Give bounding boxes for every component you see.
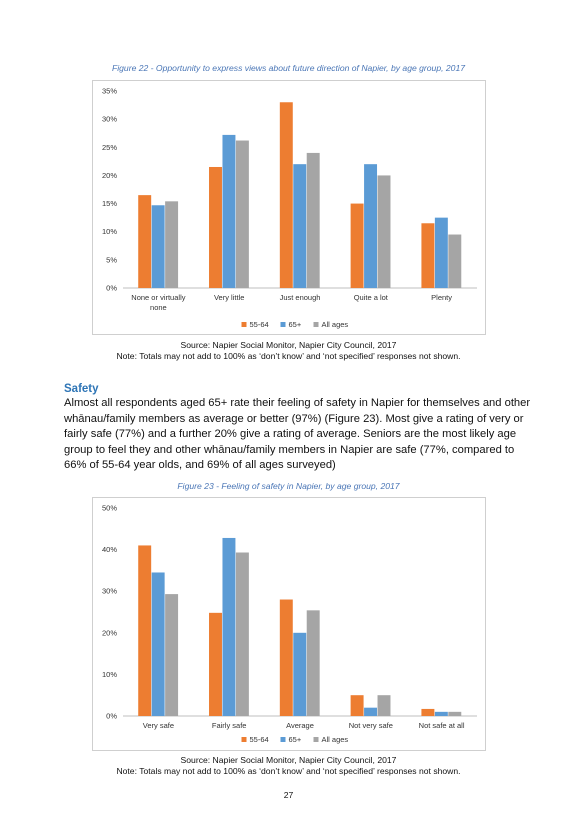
legend-swatch xyxy=(313,737,319,742)
bar xyxy=(377,175,391,288)
y-tick-label: 35% xyxy=(102,87,117,96)
legend-swatch xyxy=(280,322,286,327)
bar xyxy=(235,140,249,288)
y-tick-label: 30% xyxy=(102,587,117,596)
figure-23-source: Source: Napier Social Monitor, Napier Ci… xyxy=(180,755,397,765)
bar xyxy=(138,195,152,288)
figure-23-caption: Figure 23 - Feeling of safety in Napier,… xyxy=(177,481,400,491)
x-tick-label: Average xyxy=(286,721,314,730)
bar xyxy=(377,695,391,716)
bar xyxy=(165,594,179,716)
x-tick-label: None or virtually xyxy=(131,293,185,302)
bar xyxy=(293,164,307,288)
legend-label: 55-64 xyxy=(250,320,269,329)
y-tick-label: 10% xyxy=(102,670,117,679)
bar xyxy=(209,166,222,288)
bar xyxy=(434,217,448,288)
y-tick-label: 10% xyxy=(102,227,117,236)
bar xyxy=(222,134,236,288)
x-tick-label: Fairly safe xyxy=(212,721,247,730)
bar xyxy=(421,223,435,288)
bar xyxy=(448,234,462,288)
y-tick-label: 0% xyxy=(106,284,117,293)
y-tick-label: 50% xyxy=(102,504,117,513)
y-tick-label: 5% xyxy=(106,255,117,264)
bar xyxy=(293,632,307,716)
section-heading-safety: Safety xyxy=(64,383,99,395)
figure-23-svg: 0% 10% 20% 30% 40% 50% Very safe Fairly safe Ave… xyxy=(102,504,477,744)
legend-label: 65+ xyxy=(289,735,302,744)
bar xyxy=(364,164,378,288)
bar xyxy=(279,102,293,288)
legend-swatch xyxy=(313,322,319,327)
figure-23-chart: 0% 10% 20% 30% 40% 50% Very safe Fairly safe Ave… xyxy=(92,497,486,751)
bar xyxy=(222,537,236,716)
figure-22-svg: 0% 5% 10% 15% 20% 25% 30% 35% None or virtuallyn… xyxy=(102,87,477,329)
safety-paragraph: Almost all respondents aged 65+ rate the… xyxy=(64,397,531,471)
bar xyxy=(151,572,165,716)
legend-label: All ages xyxy=(322,320,349,329)
y-tick-label: 15% xyxy=(102,199,117,208)
legend-label: 65+ xyxy=(289,320,302,329)
bar xyxy=(151,205,165,288)
bar xyxy=(138,545,152,716)
bar xyxy=(350,695,364,716)
legend-swatch xyxy=(241,322,247,327)
bar xyxy=(209,612,222,716)
bar xyxy=(434,711,448,716)
y-tick-label: 20% xyxy=(102,628,117,637)
y-tick-label: 20% xyxy=(102,171,117,180)
x-tick-label: Quite a lot xyxy=(354,293,389,302)
bar xyxy=(306,610,320,716)
figure-22-source: Source: Napier Social Monitor, Napier Ci… xyxy=(180,340,397,350)
figure-23-note: Note: Totals may not add to 100% as ‘don… xyxy=(116,766,461,776)
bar xyxy=(448,711,462,716)
bar xyxy=(306,152,320,288)
bar xyxy=(364,707,378,716)
x-tick-label: Not safe at all xyxy=(419,721,465,730)
figure-22-note: Note: Totals may not add to 100% as ‘don… xyxy=(116,351,461,361)
bar xyxy=(235,552,249,716)
bar xyxy=(350,203,364,288)
y-tick-label: 30% xyxy=(102,115,117,124)
x-tick-label: Just enough xyxy=(280,293,321,302)
y-tick-label: 25% xyxy=(102,143,117,152)
bar xyxy=(165,201,179,288)
y-tick-label: 0% xyxy=(106,712,117,721)
x-tick-label: Plenty xyxy=(431,293,452,302)
legend-label: All ages xyxy=(322,735,349,744)
page-number: 27 xyxy=(283,790,294,800)
bar xyxy=(421,708,435,716)
legend-label: 55-64 xyxy=(250,735,269,744)
legend-swatch xyxy=(241,737,247,742)
y-tick-label: 40% xyxy=(102,545,117,554)
x-tick-label: Very safe xyxy=(143,721,174,730)
figure-22-chart: 0% 5% 10% 15% 20% 25% 30% 35% None or virtually n… xyxy=(92,80,486,335)
x-tick-label: Very little xyxy=(214,293,244,302)
bar xyxy=(279,599,293,716)
legend-swatch xyxy=(280,737,286,742)
x-tick-label: Not very safe xyxy=(349,721,393,730)
figure-22-caption: Figure 22 - Opportunity to express views… xyxy=(111,63,466,73)
x-tick-label: none xyxy=(150,303,167,312)
